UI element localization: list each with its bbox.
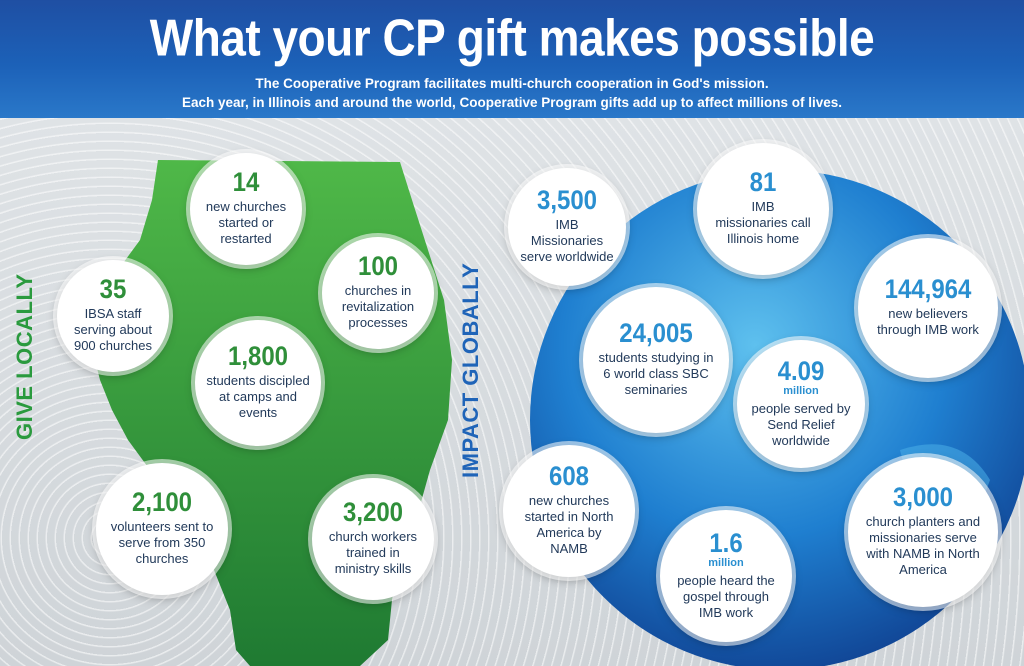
impact-globally-label: IMPACT GLOBALLY [458, 262, 483, 478]
stat-description: people heard the gospel through IMB work [677, 572, 775, 620]
stat-description: IMB missionaries call Illinois home [715, 199, 811, 246]
stat-description: new churches started or restarted [205, 199, 287, 246]
stat-value: 3,000 [892, 482, 954, 513]
stat-description: people served by Send Relief worldwide [751, 400, 851, 448]
global-stat-new-believers: 144,964 new believers through IMB work [858, 238, 998, 378]
subtitle-line-2: Each year, in Illinois and around the wo… [181, 95, 843, 110]
stat-description: churches in revitalization processes [341, 283, 415, 330]
stat-value: 2,100 [131, 487, 193, 518]
stat-description: IBSA staff serving about 900 churches [73, 306, 153, 353]
local-stat-new-churches: 14 new churches started or restarted [190, 153, 302, 265]
local-stat-volunteers: 2,100 volunteers sent to serve from 350 … [96, 463, 228, 595]
stat-description: new churches started in North America by… [524, 493, 614, 556]
stat-value: 4.09 [777, 355, 825, 387]
stat-value: 14 [232, 167, 260, 198]
stat-value: 24,005 [619, 318, 693, 349]
global-stat-send-relief: 4.09 million people served by Send Relie… [737, 340, 865, 468]
stat-description: new believers through IMB work [877, 306, 979, 337]
stat-value: 1,800 [227, 341, 289, 372]
local-stat-ibsa-staff: 35 IBSA staff serving about 900 churches [57, 260, 169, 372]
stat-value: 144,964 [884, 274, 972, 305]
local-stat-church-workers: 3,200 church workers trained in ministry… [312, 478, 434, 600]
global-stat-imb-missionaries: 3,500 IMB Missionaries serve worldwide [508, 168, 626, 286]
global-stat-gospel-heard: 1.6 million people heard the gospel thro… [660, 510, 792, 642]
global-stat-illinois-missionaries: 81 IMB missionaries call Illinois home [697, 143, 829, 275]
local-stat-revitalization: 100 churches in revitalization processes [322, 237, 434, 349]
global-stat-namb-churches: 608 new churches started in North Americ… [503, 445, 635, 577]
stat-description: church planters and missionaries serve w… [865, 514, 981, 577]
subtitle-line-1: The Cooperative Program facilitates mult… [255, 76, 769, 91]
stat-description: volunteers sent to serve from 350 church… [110, 519, 214, 566]
stat-value: 81 [749, 167, 777, 198]
stat-value: 1.6 [709, 527, 743, 559]
give-locally-label: GIVE LOCALLY [12, 273, 37, 440]
stat-value: 35 [99, 274, 127, 305]
stat-value: 3,500 [536, 185, 598, 216]
stat-description: students discipled at camps and events [206, 373, 310, 420]
header-banner: What your CP gift makes possible The Coo… [0, 0, 1024, 118]
stat-value: 608 [548, 461, 590, 492]
stat-unit: million [783, 384, 819, 397]
stat-description: IMB Missionaries serve worldwide [520, 217, 614, 264]
page-title: What your CP gift makes possible [149, 8, 875, 67]
stat-value: 3,200 [342, 497, 404, 528]
global-stat-church-planters: 3,000 church planters and missionaries s… [848, 457, 998, 607]
local-stat-students-discipled: 1,800 students discipled at camps and ev… [195, 320, 321, 446]
global-stat-seminary-students: 24,005 students studying in 6 world clas… [583, 287, 729, 433]
stat-description: church workers trained in ministry skill… [328, 529, 418, 576]
stat-unit: million [708, 556, 744, 569]
stat-value: 100 [357, 251, 399, 282]
stat-description: students studying in 6 world class SBC s… [598, 350, 714, 397]
